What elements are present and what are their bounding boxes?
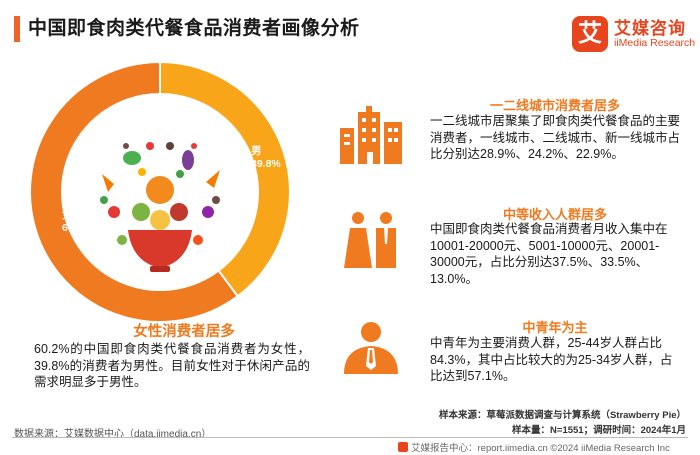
city-heading: 一二线城市消费者居多	[489, 98, 620, 113]
footer-copyright-text: 艾媒报告中心：report.iimedia.cn ©2024 iiMedia R…	[411, 443, 670, 454]
female-heading: 女性消费者居多	[133, 324, 235, 340]
food-illustration	[100, 142, 220, 272]
donut-svg	[29, 62, 292, 322]
age-description: 中青年为主要消费人群，25-44岁人群占比84.3%，其中占比较大的为25-34…	[430, 336, 673, 383]
broccoli-icon	[123, 151, 141, 165]
page-title: 中国即食肉类代餐食品消费者画像分析	[28, 18, 360, 39]
male-slice-value: 39.8%	[251, 158, 281, 170]
logo-mark: 艾	[572, 16, 608, 52]
sample-source: 样本来源：草莓派数据调查与计算系统（Strawberry Pie）	[438, 410, 686, 421]
pumpkin-icon	[146, 176, 174, 204]
gender-donut-chart: 女 60.2% 男 39.8%	[10, 62, 310, 322]
male-slice-label: 男 39.8%	[251, 145, 281, 171]
female-slice-name: 女	[62, 209, 73, 221]
logo-name-en: iiMedia Research	[614, 37, 696, 49]
bowl-icon	[128, 230, 192, 268]
female-slice-value: 60.2%	[62, 222, 92, 234]
footer-logo-icon	[398, 442, 408, 452]
income-heading: 中等收入人群居多	[502, 207, 607, 222]
carrot-icon	[206, 170, 220, 188]
footer-copyright: 艾媒报告中心：report.iimedia.cn ©2024 iiMedia R…	[398, 440, 670, 454]
female-description: 60.2%的中国即食肉类代餐食品消费者为女性，39.8%的消费者为男性。目前女性…	[34, 342, 310, 389]
age-heading: 中青年为主	[522, 320, 588, 335]
city-description: 一二线城市居聚集了即食肉类代餐食品的主要消费者，一线城市、二线城市、新一线城市占…	[430, 114, 681, 161]
city-buildings-icon	[340, 106, 402, 164]
sample-size: 样本量：N=1551；调研时间：2024年1月	[512, 425, 686, 436]
male-slice-name: 男	[251, 145, 262, 157]
title-accent-bar	[14, 16, 20, 42]
data-source: 数据来源：艾媒数据中心（data.iimedia.cn）	[14, 429, 212, 440]
footer-divider	[12, 437, 688, 438]
female-slice	[29, 62, 240, 322]
businessman-icon	[344, 322, 398, 374]
couple-icon	[344, 212, 396, 268]
female-slice-label: 女 60.2%	[62, 209, 92, 235]
eggplant-icon	[182, 150, 194, 170]
brand-logo: 艾 艾媒咨询 iiMedia Research	[572, 14, 695, 58]
male-slice	[159, 62, 292, 298]
income-description: 中国即食肉类代餐食品消费者月收入集中在10001-20000元、5001-100…	[430, 222, 668, 286]
logo-name-cn: 艾媒咨询	[614, 19, 686, 38]
